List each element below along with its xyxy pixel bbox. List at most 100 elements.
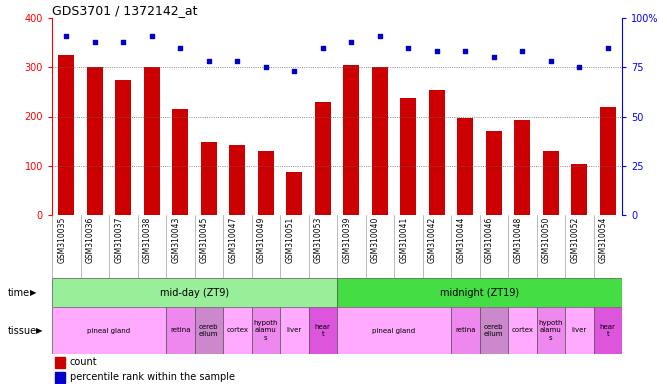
Bar: [537, 307, 565, 354]
Bar: [337, 307, 451, 354]
Point: [261, 64, 271, 70]
Bar: [59, 55, 74, 215]
Text: GSM310042: GSM310042: [428, 217, 437, 263]
Text: midnight (ZT19): midnight (ZT19): [440, 288, 519, 298]
Point: [203, 58, 214, 65]
Bar: [372, 67, 387, 215]
Bar: [600, 107, 616, 215]
Point: [90, 38, 100, 45]
Text: retina: retina: [170, 328, 191, 333]
Bar: [565, 307, 593, 354]
Bar: [166, 307, 195, 354]
Text: GSM310036: GSM310036: [86, 217, 95, 263]
Text: GSM310051: GSM310051: [285, 217, 294, 263]
Bar: [486, 131, 502, 215]
Text: GSM310046: GSM310046: [484, 217, 494, 263]
Point: [432, 48, 442, 55]
Bar: [508, 307, 537, 354]
Text: retina: retina: [455, 328, 475, 333]
Text: GSM310052: GSM310052: [570, 217, 579, 263]
Text: cortex: cortex: [512, 328, 533, 333]
Bar: [343, 65, 359, 215]
Text: GSM310049: GSM310049: [257, 217, 266, 263]
Bar: [115, 79, 131, 215]
Text: GSM310043: GSM310043: [171, 217, 180, 263]
Text: GDS3701 / 1372142_at: GDS3701 / 1372142_at: [52, 4, 197, 17]
Bar: [480, 307, 508, 354]
Point: [488, 54, 499, 60]
Point: [147, 33, 157, 39]
Text: GSM310044: GSM310044: [456, 217, 465, 263]
Text: GSM310048: GSM310048: [513, 217, 522, 263]
Text: percentile rank within the sample: percentile rank within the sample: [70, 372, 235, 382]
Text: pineal gland: pineal gland: [87, 328, 131, 333]
Bar: [55, 372, 65, 382]
Text: GSM310037: GSM310037: [114, 217, 123, 263]
Point: [603, 45, 613, 51]
Text: ▶: ▶: [36, 326, 42, 335]
Text: GSM310047: GSM310047: [228, 217, 237, 263]
Text: mid-day (ZT9): mid-day (ZT9): [160, 288, 229, 298]
Bar: [593, 307, 622, 354]
Text: cereb
ellum: cereb ellum: [484, 324, 504, 337]
Bar: [543, 151, 558, 215]
Bar: [337, 278, 622, 307]
Bar: [572, 164, 587, 215]
Point: [403, 45, 414, 51]
Bar: [223, 307, 251, 354]
Bar: [251, 307, 280, 354]
Text: time: time: [8, 288, 30, 298]
Text: GSM310054: GSM310054: [599, 217, 608, 263]
Text: GSM310038: GSM310038: [143, 217, 152, 263]
Text: GSM310041: GSM310041: [399, 217, 409, 263]
Point: [232, 58, 242, 65]
Bar: [52, 307, 166, 354]
Point: [346, 38, 356, 45]
Point: [517, 48, 527, 55]
Point: [61, 33, 71, 39]
Text: GSM310053: GSM310053: [314, 217, 323, 263]
Text: ▶: ▶: [30, 288, 36, 297]
Text: hypoth
alamu
s: hypoth alamu s: [539, 321, 563, 341]
Text: tissue: tissue: [8, 326, 37, 336]
Bar: [286, 172, 302, 215]
Bar: [55, 357, 65, 367]
Bar: [172, 109, 188, 215]
Text: liver: liver: [572, 328, 587, 333]
Bar: [230, 144, 245, 215]
Bar: [451, 307, 480, 354]
Text: GSM310035: GSM310035: [57, 217, 66, 263]
Bar: [514, 120, 530, 215]
Bar: [315, 102, 331, 215]
Text: pineal gland: pineal gland: [372, 328, 416, 333]
Point: [545, 58, 556, 65]
Text: GSM310039: GSM310039: [343, 217, 351, 263]
Text: GSM310040: GSM310040: [371, 217, 379, 263]
Bar: [52, 278, 337, 307]
Text: GSM310045: GSM310045: [200, 217, 209, 263]
Bar: [401, 98, 416, 215]
Text: hypoth
alamu
s: hypoth alamu s: [253, 321, 278, 341]
Point: [374, 33, 385, 39]
Point: [317, 45, 328, 51]
Bar: [280, 307, 308, 354]
Bar: [87, 67, 102, 215]
Point: [175, 45, 185, 51]
Bar: [457, 119, 473, 215]
Text: liver: liver: [286, 328, 302, 333]
Point: [574, 64, 585, 70]
Bar: [201, 142, 216, 215]
Bar: [429, 90, 445, 215]
Text: cereb
ellum: cereb ellum: [199, 324, 218, 337]
Bar: [308, 307, 337, 354]
Point: [460, 48, 471, 55]
Text: count: count: [70, 358, 97, 367]
Point: [118, 38, 129, 45]
Text: cortex: cortex: [226, 328, 248, 333]
Point: [289, 68, 300, 74]
Bar: [195, 307, 223, 354]
Text: hear
t: hear t: [600, 324, 616, 337]
Bar: [144, 67, 160, 215]
Bar: [258, 151, 274, 215]
Text: GSM310050: GSM310050: [542, 217, 550, 263]
